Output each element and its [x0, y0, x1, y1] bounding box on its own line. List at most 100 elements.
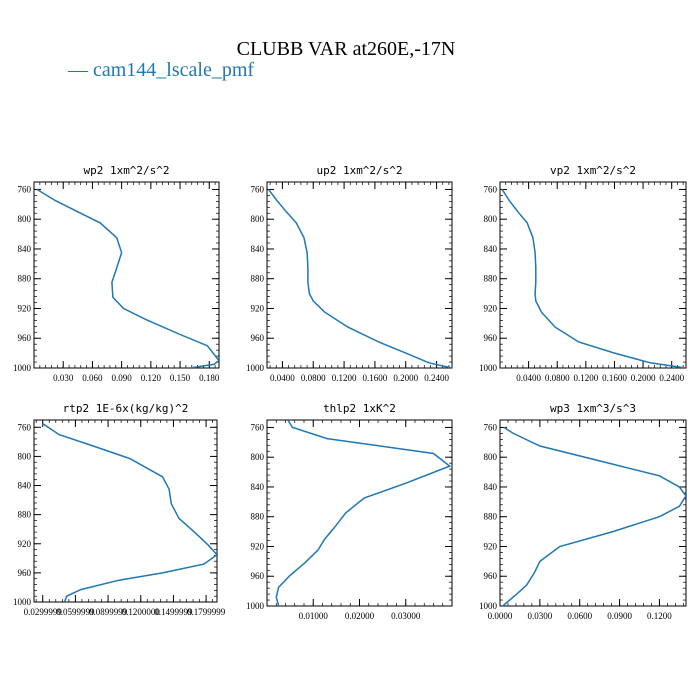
y-tick-label: 1000 — [479, 363, 498, 373]
y-tick-label: 800 — [484, 214, 498, 224]
series-line — [36, 188, 219, 368]
plot-frame — [499, 181, 687, 369]
series-line — [501, 188, 686, 368]
panel-2: up2 1xm^2/s^2 0.0400 0.0800 0.1200 0.1600 0.2… — [246, 164, 453, 383]
panel-title: wp2 1xm^2/s^2 — [83, 164, 169, 177]
panel-title: up2 1xm^2/s^2 — [316, 164, 402, 177]
y-tick-label: 840 — [251, 244, 265, 254]
y-tick-label: 840 — [18, 481, 32, 491]
x-tick-label: 0.01000 — [299, 611, 329, 621]
x-tick-label: 0.030 — [53, 373, 74, 383]
x-tick-label: 0.0600 — [567, 611, 592, 621]
y-tick-label: 960 — [18, 333, 32, 343]
panel-3: vp2 1xm^2/s^2 0.0400 0.0800 0.1200 0.1600 0.2… — [479, 164, 687, 383]
panel-title: wp3 1xm^3/s^3 — [550, 402, 636, 415]
y-tick-label: 960 — [251, 333, 265, 343]
x-tick-label: 0.0400 — [516, 373, 541, 383]
plot-frame — [33, 181, 220, 369]
x-tick-label: 0.2400 — [659, 373, 684, 383]
y-tick-label: 800 — [251, 452, 265, 462]
y-tick-label: 1000 — [13, 363, 32, 373]
x-tick-label: 0.0899999 — [89, 607, 128, 617]
y-tick-label: 920 — [18, 303, 32, 313]
y-tick-label: 800 — [484, 452, 498, 462]
panel-6: wp3 1xm^3/s^3 0.0000 0.0300 0.0600 0.0900 0.1… — [479, 402, 687, 621]
series-line — [275, 420, 452, 606]
plot-frame — [266, 419, 453, 607]
panel-5: thlp2 1xK^2 0.01000 0.02000 0.03000 760 800 84… — [246, 402, 453, 621]
y-tick-label: 840 — [484, 482, 498, 492]
x-tick-label: 0.03000 — [391, 611, 421, 621]
y-tick-label: 960 — [251, 571, 265, 581]
x-tick-label: 0.0800 — [301, 373, 326, 383]
y-tick-label: 840 — [484, 244, 498, 254]
y-tick-label: 960 — [484, 333, 498, 343]
x-tick-label: 0.150 — [170, 373, 191, 383]
panel-title: thlp2 1xK^2 — [323, 402, 396, 415]
panel-title: vp2 1xm^2/s^2 — [550, 164, 636, 177]
y-tick-label: 880 — [251, 512, 265, 522]
panel-1: wp2 1xm^2/s^2 0.030 0.060 0.090 0.120 0.150 0.… — [13, 164, 220, 383]
y-tick-label: 760 — [251, 184, 265, 194]
x-tick-label: 0.1200 — [573, 373, 598, 383]
y-tick-label: 880 — [18, 274, 32, 284]
x-tick-label: 0.0300 — [527, 611, 552, 621]
legend-label: — cam144_lscale_pmf — [67, 59, 254, 81]
x-tick-label: 0.0400 — [270, 373, 295, 383]
y-tick-label: 1000 — [246, 363, 265, 373]
x-tick-label: 0.060 — [82, 373, 103, 383]
y-tick-label: 840 — [251, 482, 265, 492]
series-line — [42, 422, 217, 602]
y-tick-label: 880 — [484, 512, 498, 522]
x-tick-label: 0.1600 — [602, 373, 627, 383]
x-tick-label: 0.0900 — [607, 611, 632, 621]
x-tick-label: 0.1600 — [363, 373, 388, 383]
panel-4: rtp2 1E-6x(kg/kg)^2 0.02999990.05999990.0… — [13, 402, 226, 617]
x-tick-label: 0.0599999 — [56, 607, 95, 617]
x-tick-label: 0.0299999 — [24, 607, 63, 617]
y-tick-label: 760 — [251, 422, 265, 432]
y-tick-label: 880 — [484, 274, 498, 284]
y-tick-label: 760 — [484, 422, 498, 432]
x-tick-label: 0.1200000 — [122, 607, 161, 617]
y-tick-label: 760 — [18, 184, 32, 194]
y-tick-label: 760 — [18, 422, 32, 432]
panel-title: rtp2 1E-6x(kg/kg)^2 — [63, 402, 189, 415]
y-tick-label: 920 — [18, 539, 32, 549]
x-tick-label: 0.02000 — [345, 611, 375, 621]
x-tick-label: 0.090 — [112, 373, 133, 383]
y-tick-label: 800 — [251, 214, 265, 224]
series-line — [502, 426, 686, 606]
y-tick-label: 1000 — [246, 601, 265, 611]
y-tick-label: 920 — [251, 303, 265, 313]
plot-frame — [33, 419, 218, 603]
plot-frame — [266, 181, 453, 369]
x-tick-label: 0.0000 — [488, 611, 513, 621]
x-tick-label: 0.2400 — [424, 373, 449, 383]
x-tick-label: 0.180 — [199, 373, 220, 383]
y-tick-label: 1000 — [13, 597, 32, 607]
series-line — [267, 188, 452, 368]
y-tick-label: 1000 — [479, 601, 498, 611]
y-tick-label: 840 — [18, 244, 32, 254]
y-tick-label: 960 — [484, 571, 498, 581]
y-tick-label: 800 — [18, 214, 32, 224]
y-tick-label: 880 — [18, 510, 32, 520]
x-tick-label: 0.1499999 — [154, 607, 193, 617]
y-tick-label: 800 — [18, 451, 32, 461]
y-tick-label: 920 — [251, 541, 265, 551]
y-tick-label: 960 — [18, 568, 32, 578]
y-tick-label: 760 — [484, 184, 498, 194]
y-tick-label: 920 — [484, 541, 498, 551]
plot-frame — [499, 419, 687, 607]
x-tick-label: 0.2000 — [631, 373, 656, 383]
figure-title: CLUBB VAR at260E,-17N — [237, 38, 456, 60]
x-tick-label: 0.1200 — [332, 373, 357, 383]
x-tick-label: 0.120 — [141, 373, 162, 383]
x-tick-label: 0.0800 — [545, 373, 570, 383]
x-tick-label: 0.1799999 — [187, 607, 226, 617]
x-tick-label: 0.2000 — [393, 373, 418, 383]
y-tick-label: 920 — [484, 303, 498, 313]
panels: wp2 1xm^2/s^2 0.030 0.060 0.090 0.120 0.150 0.… — [13, 164, 687, 621]
